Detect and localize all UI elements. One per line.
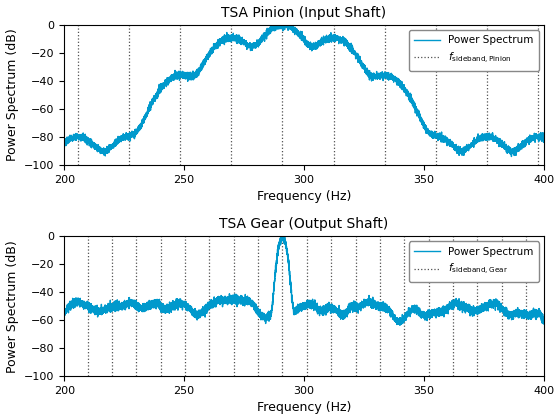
Power Spectrum: [61, 138, 68, 143]
Title: TSA Gear (Output Shaft): TSA Gear (Output Shaft): [220, 217, 389, 231]
f_{sideband,Pinion}: [74, 21, 81, 26]
Power Spectrum: [417, 311, 423, 316]
Power Spectrum: [442, 136, 449, 141]
Power Spectrum: [366, 293, 372, 298]
Power Spectrum: [540, 134, 547, 139]
Power Spectrum: [396, 323, 403, 328]
Power Spectrum: [235, 298, 241, 303]
Power Spectrum: [85, 305, 92, 310]
Power Spectrum: [345, 305, 352, 310]
X-axis label: Frequency (Hz): Frequency (Hz): [257, 190, 351, 203]
Power Spectrum: [442, 307, 449, 312]
Y-axis label: Power Spectrum (dB): Power Spectrum (dB): [6, 240, 18, 373]
f_{sideband,Gear}: [84, 232, 91, 237]
Power Spectrum: [366, 70, 372, 75]
Power Spectrum: [508, 154, 515, 159]
Power Spectrum: [278, 234, 284, 239]
Power Spectrum: [85, 140, 92, 145]
Line: Power Spectrum: Power Spectrum: [64, 25, 544, 157]
Line: Power Spectrum: Power Spectrum: [64, 236, 544, 325]
X-axis label: Frequency (Hz): Frequency (Hz): [257, 402, 351, 415]
Y-axis label: Power Spectrum (dB): Power Spectrum (dB): [6, 29, 18, 161]
f_{sideband,Pinion}: [74, 22, 81, 27]
Power Spectrum: [61, 310, 68, 315]
Power Spectrum: [540, 319, 547, 324]
f_{sideband,Gear}: [84, 234, 91, 239]
Power Spectrum: [235, 39, 241, 45]
Power Spectrum: [345, 40, 352, 45]
Legend: Power Spectrum, $f_{\rm sideband,Pinion}$: Power Spectrum, $f_{\rm sideband,Pinion}…: [408, 30, 539, 71]
Power Spectrum: [270, 22, 277, 27]
Power Spectrum: [417, 112, 423, 117]
Legend: Power Spectrum, $f_{\rm sideband,Gear}$: Power Spectrum, $f_{\rm sideband,Gear}$: [408, 241, 539, 282]
Title: TSA Pinion (Input Shaft): TSA Pinion (Input Shaft): [222, 5, 386, 20]
